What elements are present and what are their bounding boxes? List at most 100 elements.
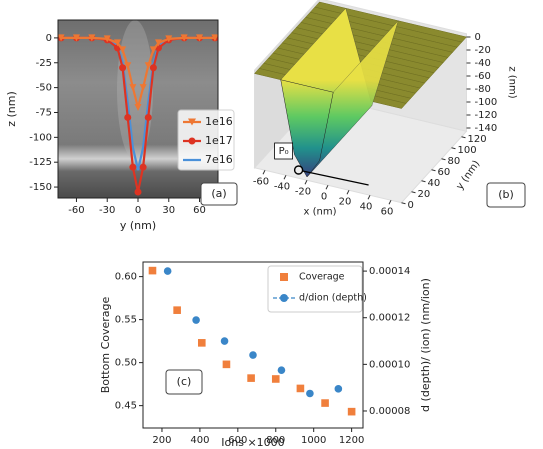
legend-label: d/dion (depth)	[299, 293, 367, 304]
point	[247, 374, 255, 382]
legend-marker	[280, 273, 288, 281]
point	[124, 113, 132, 121]
y-tick-label: 0.50	[115, 358, 137, 369]
trench-shade	[117, 20, 153, 160]
y-tick-label: -50	[36, 83, 52, 94]
mesh-line	[310, 12, 458, 48]
y2-tick-label: 0.00014	[369, 266, 410, 277]
panel-label: (a)	[211, 187, 226, 200]
point	[124, 62, 132, 70]
point	[149, 64, 157, 72]
point	[306, 389, 314, 398]
x-tick-label: 20	[339, 196, 352, 207]
point	[173, 306, 181, 314]
y-tick	[401, 202, 406, 205]
point	[180, 34, 188, 42]
plot-frame	[57, 19, 219, 199]
z-axis-label: z (nm)	[507, 66, 518, 98]
x-tick-label: -40	[274, 181, 290, 192]
point	[149, 46, 157, 54]
point	[347, 407, 356, 416]
y-tick-label: -25	[36, 58, 52, 69]
legend-marker	[280, 294, 288, 302]
point	[249, 351, 257, 359]
y-tick	[431, 169, 436, 172]
point	[220, 337, 229, 345]
point	[211, 34, 219, 42]
panel-label: (c)	[177, 375, 192, 388]
point	[134, 104, 142, 112]
mesh-line	[314, 6, 462, 43]
point	[113, 39, 121, 47]
y-tick-label: 80	[448, 156, 461, 167]
y-tick-label: 20	[418, 189, 431, 200]
point	[296, 384, 305, 393]
point	[155, 39, 163, 47]
x-tick-label: 0	[135, 205, 141, 216]
x-tick-label: 200	[152, 435, 171, 446]
legend-marker	[188, 137, 196, 145]
point	[134, 188, 142, 196]
x-tick-label: 1000	[301, 435, 326, 446]
annotation: P₀	[279, 146, 289, 157]
x-tick	[367, 195, 371, 200]
x-tick-label: 30	[162, 205, 175, 216]
annotation-box	[274, 142, 294, 160]
point	[334, 385, 343, 393]
z-tick-label: -80	[475, 84, 491, 95]
point	[148, 266, 157, 275]
legend-label: 7e16	[205, 153, 233, 166]
y2-tick-label: 0.00010	[369, 359, 410, 370]
z-tick-label: 0	[475, 32, 481, 43]
point	[72, 34, 80, 42]
x-tick-label: -60	[253, 176, 269, 187]
x-tick-label: 60	[381, 206, 394, 217]
x-tick-label: -60	[68, 205, 84, 216]
y-tick-label: -150	[29, 182, 52, 193]
y-axis-label: Bottom Coverage	[99, 296, 112, 393]
y2-axis-label: d (depth)/ (ion) (nm/ion)	[419, 278, 432, 412]
z-tick-label: -100	[475, 97, 498, 108]
point	[139, 84, 147, 92]
z-tick-label: -140	[475, 123, 498, 134]
z-tick-label: -60	[475, 71, 491, 82]
panel-label-box	[165, 369, 203, 395]
x-axis-label: y (nm)	[120, 219, 156, 232]
x-axis-label: x (nm)	[304, 206, 337, 217]
x-axis-label: Ions ×1000	[221, 436, 284, 449]
legend-label: 1e16	[205, 115, 233, 128]
mesh-line	[305, 17, 453, 53]
point	[103, 35, 111, 43]
point	[129, 84, 137, 92]
trench-front	[280, 79, 334, 178]
panel-label: (b)	[498, 188, 514, 201]
y2-tick-label: 0.00012	[369, 313, 410, 324]
y-tick-label: 120	[468, 134, 487, 145]
point	[196, 34, 204, 42]
y-tick	[421, 180, 426, 183]
point-marker	[293, 165, 304, 175]
z-tick-label: -20	[475, 45, 491, 56]
point	[129, 163, 137, 171]
legend-box	[267, 265, 363, 313]
x-tick	[325, 185, 329, 190]
x-tick	[388, 200, 392, 205]
y-tick-label: -100	[29, 132, 52, 143]
legend-label: 1e17	[205, 134, 233, 147]
point	[165, 35, 173, 43]
z-tick-label: -40	[475, 58, 491, 69]
point	[144, 113, 152, 121]
x-tick	[346, 190, 350, 195]
y-tick-label: 0.55	[115, 315, 137, 326]
panel-label-box	[486, 182, 526, 208]
y-tick	[441, 158, 446, 161]
point	[139, 163, 147, 171]
y-tick-label: 0	[408, 200, 414, 211]
y-tick-label: 0.45	[115, 401, 137, 412]
point	[277, 366, 286, 374]
x-tick-label: -30	[99, 205, 115, 216]
y-axis-label: z (nm)	[5, 91, 18, 127]
y-tick	[411, 191, 416, 194]
point	[144, 62, 152, 70]
z-tick-label: -120	[475, 110, 498, 121]
